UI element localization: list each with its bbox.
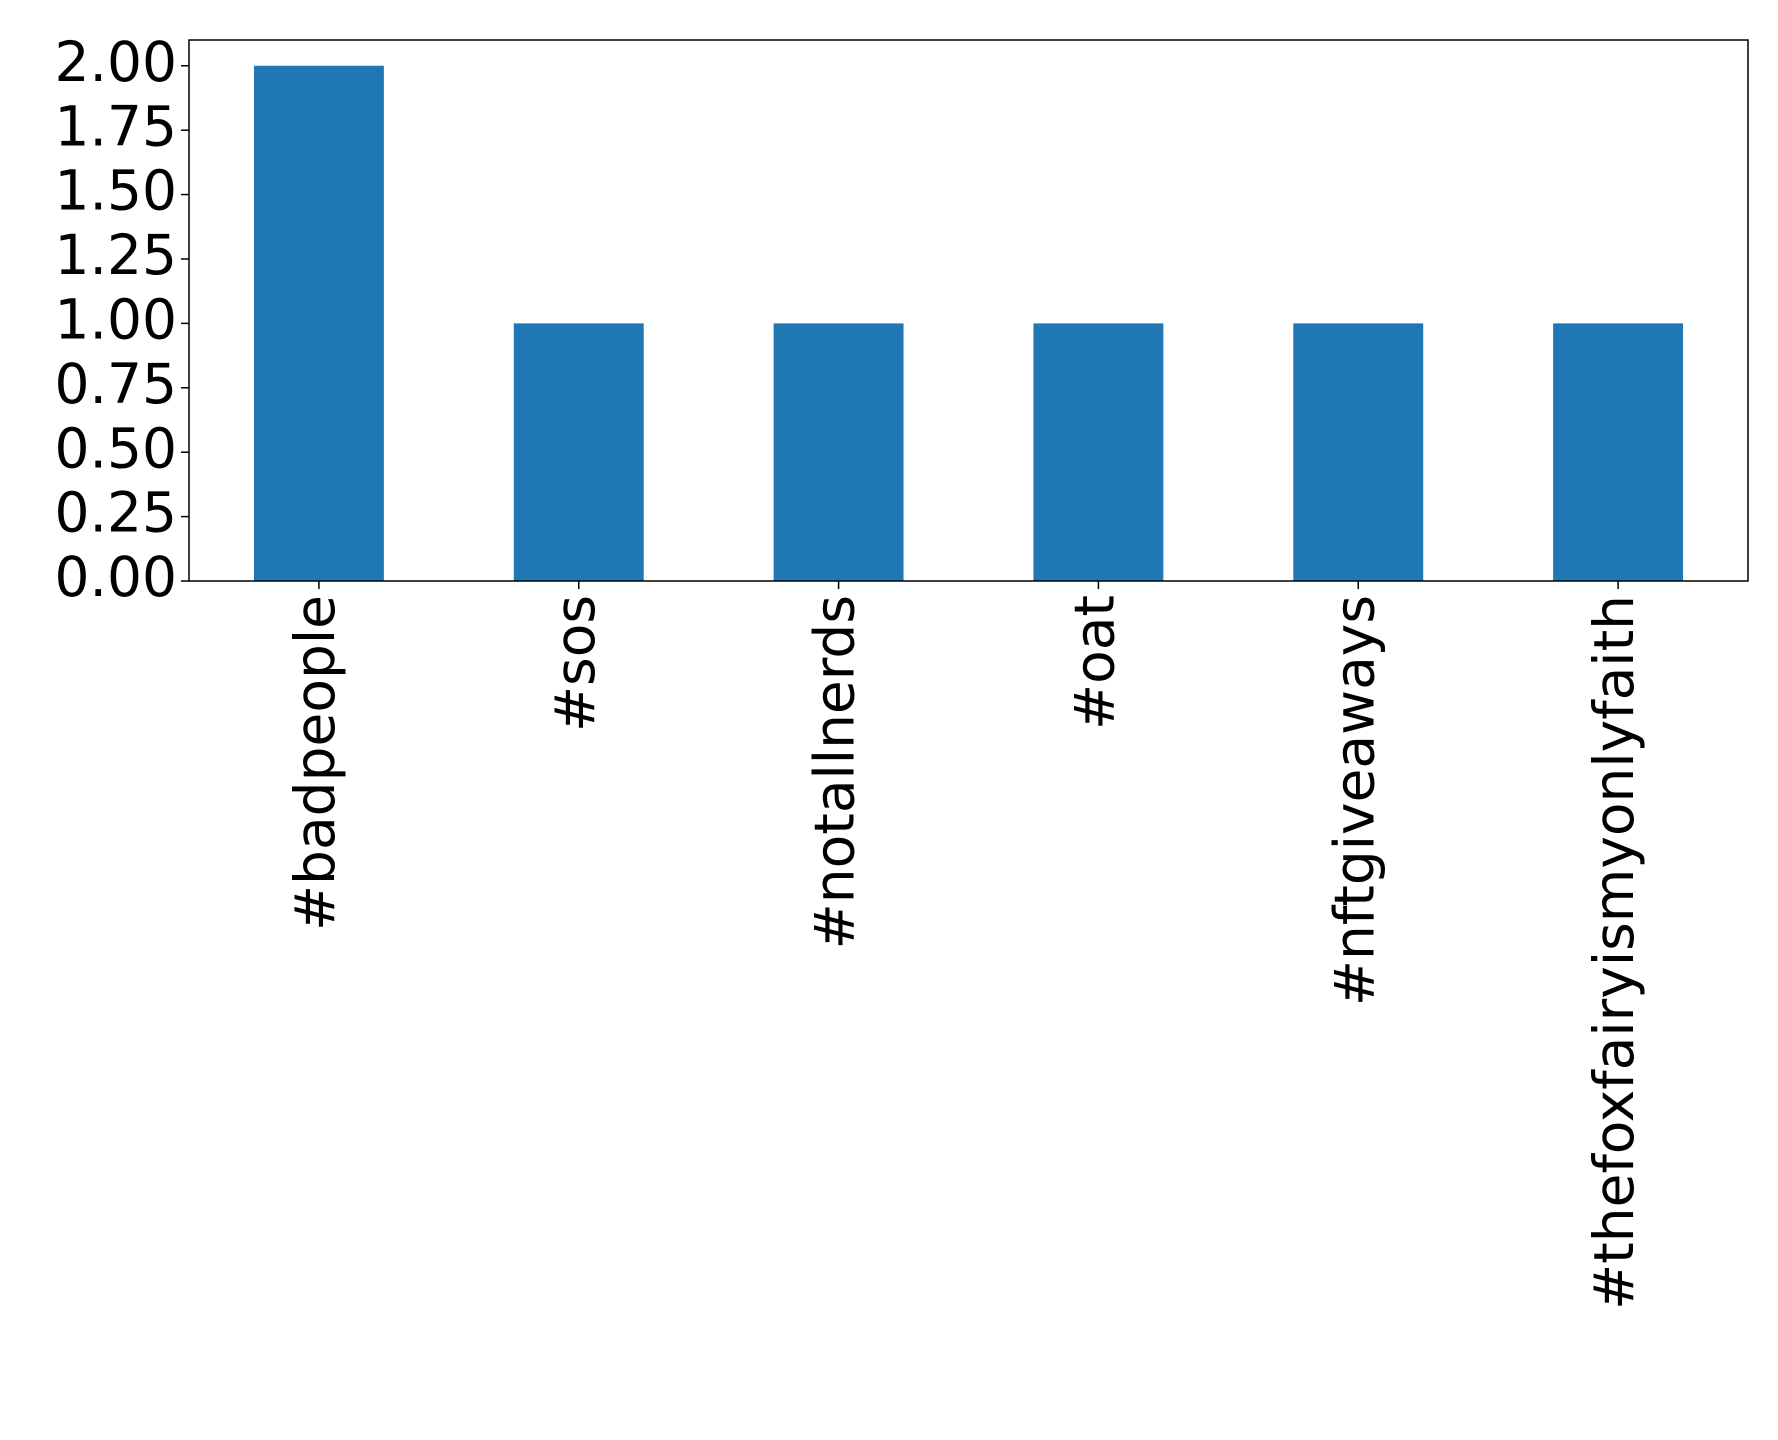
bar: [513, 323, 644, 581]
y-tick-label: 2.00: [55, 30, 177, 94]
bar: [773, 323, 904, 581]
x-tick-label: #badpeople: [283, 595, 347, 931]
y-tick-label: 1.00: [55, 288, 177, 352]
bar: [253, 65, 384, 581]
y-tick-label: 0.00: [55, 545, 177, 609]
bar: [1293, 323, 1424, 581]
x-tick-label: #oat: [1063, 595, 1127, 730]
x-tick-label: #sos: [543, 595, 607, 732]
x-tick-label: #notallnerds: [803, 595, 867, 949]
y-tick-label: 0.75: [55, 352, 177, 416]
plot-frame: [188, 39, 1749, 582]
y-tick-label: 0.50: [55, 416, 177, 480]
x-tick-label: #nftgiveaways: [1322, 595, 1386, 1006]
y-tick-label: 1.50: [55, 159, 177, 223]
x-tick-label: #thefoxfairyismyonlyfaith: [1582, 595, 1646, 1310]
y-tick-label: 1.75: [55, 94, 177, 158]
bar: [1033, 323, 1164, 581]
y-tick-label: 1.25: [55, 223, 177, 287]
bar: [1553, 323, 1684, 581]
y-tick-label: 0.25: [55, 481, 177, 545]
